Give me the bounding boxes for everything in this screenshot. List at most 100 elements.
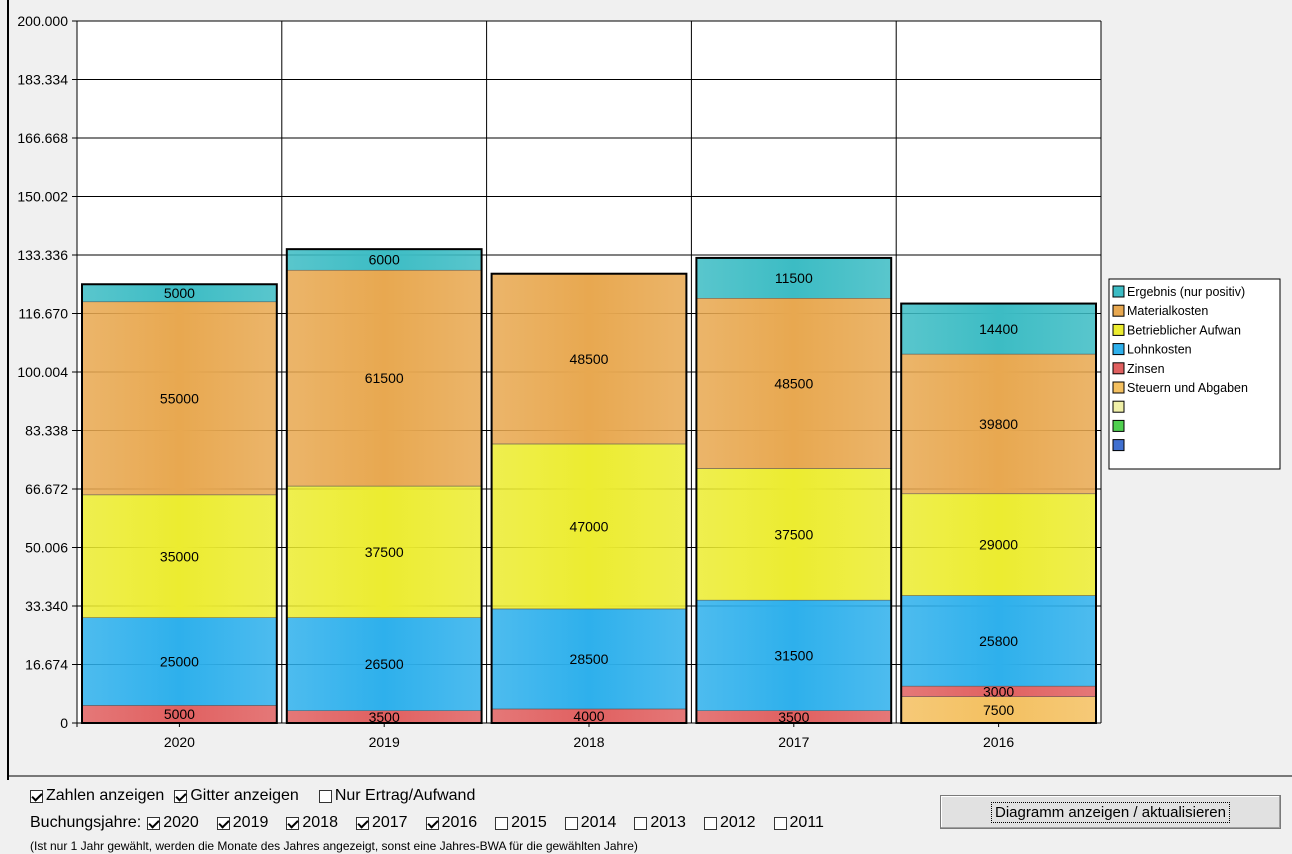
- bar-segment: [286, 617, 482, 711]
- data-label: 37500: [365, 544, 404, 560]
- legend-swatch: [1112, 439, 1125, 452]
- booking-years-label: Buchungsjahre:: [30, 814, 142, 831]
- bar-stack-2017: 3500 31500 37500 48500 11500: [695, 256, 893, 725]
- bar-segment: [491, 608, 687, 710]
- data-label: 3500: [369, 709, 400, 725]
- show-numbers-box[interactable]: [30, 789, 43, 803]
- bar-stack-2018: 4000 28500 47000 48500: [490, 272, 688, 724]
- bar-segment: [81, 494, 278, 618]
- bar-segment: [696, 298, 892, 469]
- only-income-expense-box[interactable]: [318, 789, 332, 803]
- year-checkbox-box[interactable]: [703, 816, 717, 830]
- legend-label: Lohnkosten: [1127, 343, 1192, 357]
- x-tick-label: 2017: [778, 734, 809, 750]
- y-tick-label: 83.338: [25, 423, 68, 439]
- bar-segment: [696, 468, 892, 601]
- data-label: 26500: [365, 656, 404, 672]
- year-checkbox-label: 2013: [650, 814, 686, 831]
- x-tick-label: 2018: [573, 734, 604, 750]
- y-tick-label: 116.670: [18, 306, 68, 322]
- data-label: 14400: [979, 321, 1018, 337]
- legend-label: Betrieblicher Aufwan: [1127, 323, 1241, 337]
- only-income-expense-checkbox[interactable]: Nur Ertrag/Aufwand: [318, 787, 476, 805]
- x-tick-label: 2020: [164, 734, 195, 750]
- year-checkbox-box[interactable]: [564, 816, 578, 830]
- year-checkbox-2011[interactable]: 2011: [773, 814, 824, 832]
- y-tick-label: 0: [60, 715, 68, 731]
- stacked-bar-chart: 0 16.674 33.340 50.006 66.672 83.338 100.004 11…: [7, 0, 1292, 780]
- year-checkbox-label: 2014: [580, 814, 617, 831]
- legend-swatch: [1112, 323, 1125, 336]
- bar-segment: [900, 303, 1097, 355]
- y-tick-label: 16.674: [25, 657, 68, 673]
- legend-swatch: [1112, 400, 1125, 413]
- data-label: 3500: [778, 709, 809, 725]
- year-checkbox-label: 2011: [789, 814, 824, 831]
- refresh-chart-button-label: Diagramm anzeigen / aktualisieren: [991, 801, 1230, 823]
- bar-segment: [286, 485, 482, 618]
- data-label: 37500: [774, 526, 813, 542]
- year-checkbox-list: 2020 2019 2018 2017 2016 2015 2014 2013 2012 2011: [147, 814, 842, 832]
- y-tick-label: 150.002: [17, 189, 68, 205]
- year-checkbox-label: 2016: [441, 814, 478, 831]
- legend-swatch: [1112, 304, 1125, 317]
- year-checkbox-label: 2019: [232, 814, 269, 831]
- x-tick-label: 2019: [369, 734, 400, 750]
- data-label: 48500: [774, 375, 813, 391]
- year-checkbox-box[interactable]: [216, 816, 230, 830]
- bar-stack-2019: 3500 26500 37500 61500 6000: [285, 248, 483, 725]
- year-checkbox-2013[interactable]: 2013: [634, 814, 686, 832]
- legend: Ergebnis (nur positiv) Materialkosten Betr…: [1108, 278, 1281, 470]
- bar-segment: [696, 257, 892, 299]
- legend-swatch: [1112, 343, 1125, 356]
- hint-text: (Ist nur 1 Jahr gewählt, werden die Mona…: [30, 839, 638, 853]
- data-label: 7500: [983, 702, 1014, 718]
- data-label: 5000: [164, 285, 195, 301]
- data-label: 6000: [369, 252, 400, 268]
- year-checkbox-box[interactable]: [355, 816, 369, 830]
- y-tick-label: 50.006: [25, 540, 68, 556]
- year-checkbox-2018[interactable]: 2018: [286, 814, 338, 832]
- year-checkbox-box[interactable]: [425, 816, 439, 830]
- y-tick-label: 183.334: [17, 72, 68, 88]
- year-checkbox-2012[interactable]: 2012: [703, 814, 756, 832]
- legend-label: Materialkosten: [1127, 304, 1208, 318]
- year-checkbox-label: 2020: [163, 814, 199, 831]
- bar-stack-2020: 5000 25000 35000 55000 5000: [81, 283, 278, 724]
- year-checkbox-box[interactable]: [634, 816, 648, 830]
- data-label: 55000: [160, 390, 199, 406]
- year-checkbox-2014[interactable]: 2014: [564, 814, 617, 832]
- bar-segment: [900, 353, 1097, 495]
- y-tick-label: 200.000: [17, 13, 68, 29]
- show-grid-box[interactable]: [174, 789, 188, 803]
- bar-stack-2016: 7500 3000 25800 29000 39800 14400: [900, 302, 1098, 724]
- y-tick-label: 100.004: [17, 364, 68, 380]
- year-checkbox-box[interactable]: [147, 816, 161, 830]
- legend-box: [1108, 278, 1281, 470]
- year-checkbox-2017[interactable]: 2017: [355, 814, 408, 832]
- data-label: 25800: [979, 633, 1018, 649]
- show-grid-checkbox[interactable]: Gitter anzeigen: [174, 787, 299, 805]
- only-income-expense-label: Nur Ertrag/Aufwand: [334, 787, 476, 804]
- year-checkbox-2016[interactable]: 2016: [425, 814, 478, 832]
- data-label: 61500: [365, 370, 404, 386]
- year-checkbox-2019[interactable]: 2019: [216, 814, 269, 832]
- legend-label: Steuern und Abgaben: [1127, 381, 1248, 395]
- year-checkbox-box[interactable]: [773, 816, 787, 830]
- legend-swatch: [1112, 381, 1125, 394]
- year-checkbox-2015[interactable]: 2015: [495, 814, 547, 832]
- show-numbers-checkbox[interactable]: Zahlen anzeigen: [30, 787, 164, 805]
- data-label: 4000: [573, 708, 604, 724]
- year-checkbox-box[interactable]: [286, 816, 300, 830]
- refresh-chart-button[interactable]: Diagramm anzeigen / aktualisieren: [940, 795, 1281, 829]
- legend-swatch: [1112, 362, 1125, 375]
- data-label: 48500: [570, 351, 609, 367]
- year-checkbox-label: 2017: [371, 814, 408, 831]
- display-options-row: Zahlen anzeigen Gitter anzeigen Nur Ertr…: [30, 787, 485, 805]
- show-grid-label: Gitter anzeigen: [190, 787, 299, 804]
- year-checkbox-box[interactable]: [495, 816, 509, 830]
- bar-segment: [491, 443, 687, 610]
- data-label: 35000: [160, 548, 199, 564]
- legend-label: Ergebnis (nur positiv): [1127, 285, 1245, 299]
- year-checkbox-2020[interactable]: 2020: [147, 814, 199, 832]
